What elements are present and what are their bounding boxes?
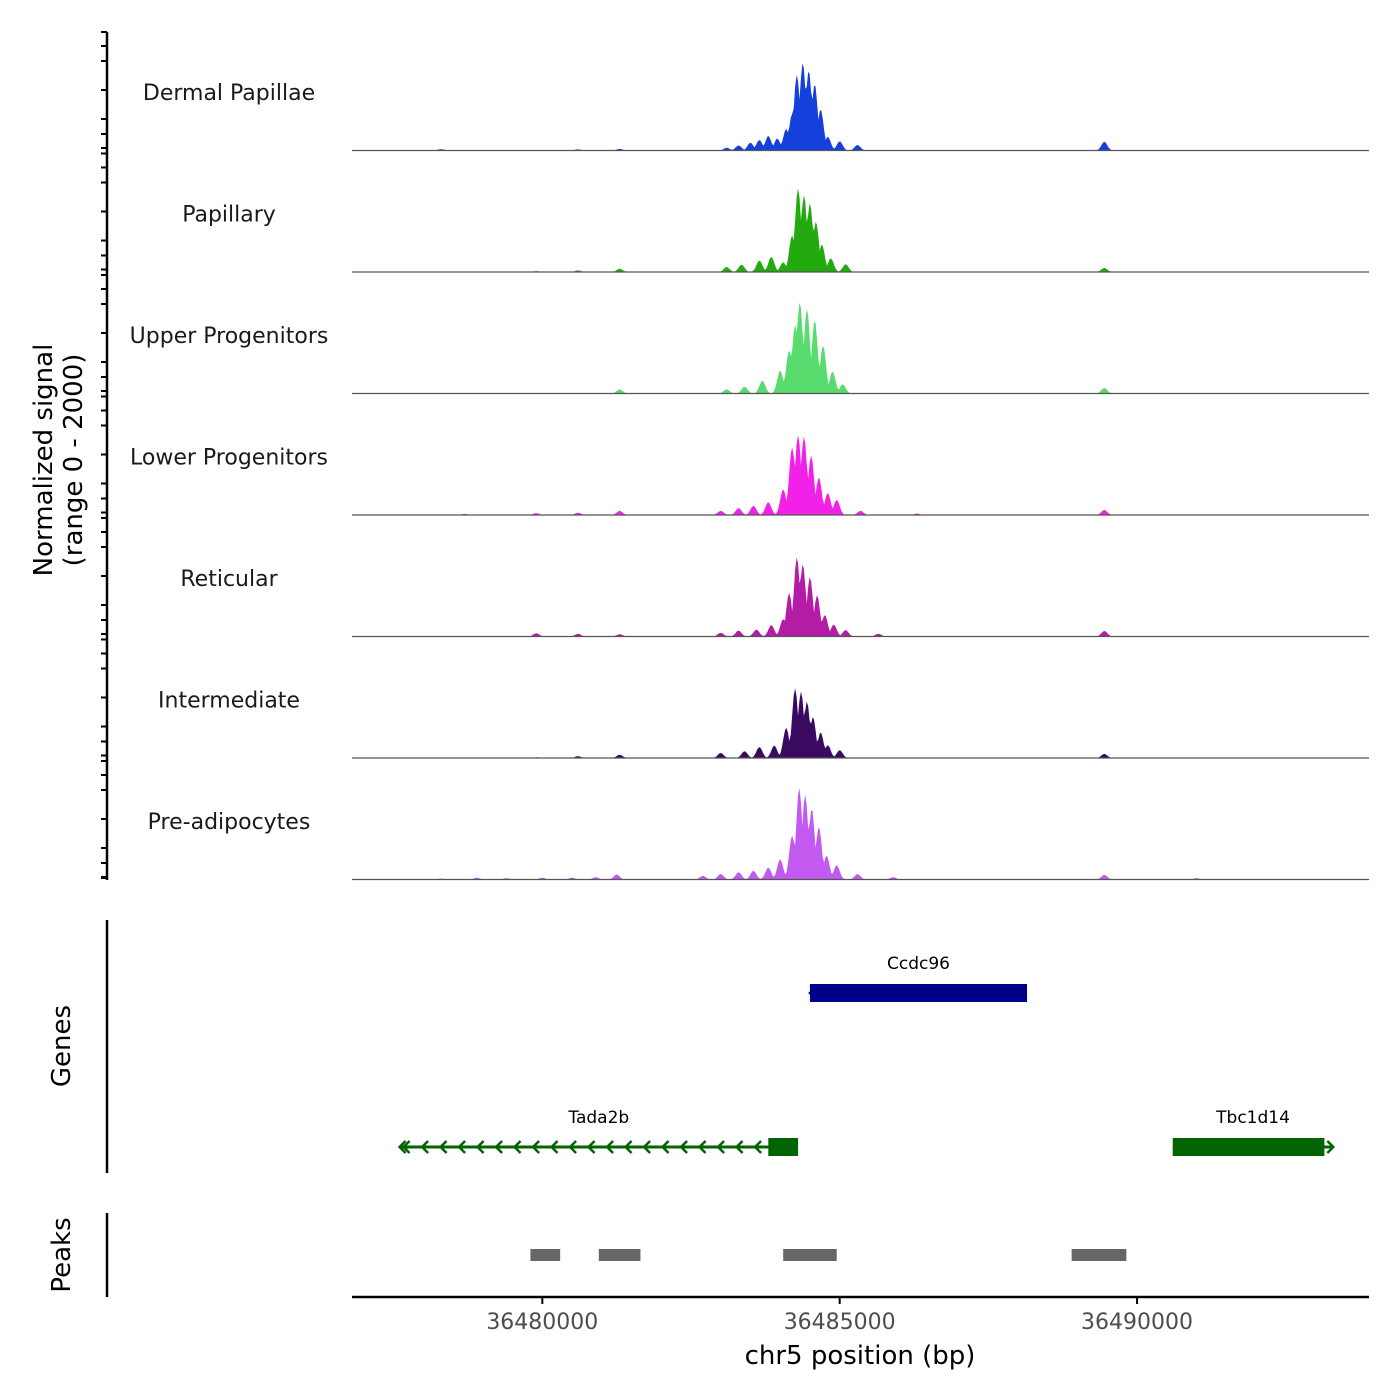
strand-chevron (568, 1140, 577, 1154)
strand-chevron (397, 1140, 407, 1154)
strand-chevron (420, 1140, 429, 1154)
strand-chevron (660, 1140, 670, 1154)
track-lower-progenitors: Lower Progenitors (130, 434, 1369, 516)
track-label: Intermediate (158, 689, 300, 714)
strand-chevron (679, 1140, 688, 1154)
genes-panel-label: Genes (47, 1005, 77, 1087)
peak-region (530, 1249, 561, 1261)
gene-ccdc96: Ccdc96 (808, 954, 1028, 1002)
track-label: Dermal Papillae (143, 81, 315, 106)
track-label: Reticular (180, 567, 278, 592)
x-axis-title: chr5 position (bp) (745, 1341, 976, 1371)
strand-chevron (549, 1140, 559, 1154)
strand-chevron (605, 1140, 614, 1154)
signal-area (352, 188, 1369, 272)
gene-tada2b: Tada2b (397, 1108, 799, 1156)
x-tick-label: 36485000 (784, 1310, 896, 1335)
gene-label: Tada2b (567, 1108, 629, 1128)
strand-chevron (494, 1140, 503, 1154)
strand-chevron (697, 1140, 707, 1154)
strand-chevron (512, 1140, 522, 1154)
peak-region (783, 1249, 837, 1261)
track-pre-adipocytes: Pre-adipocytes (148, 788, 1369, 881)
peak-regions (530, 1249, 1127, 1261)
gene-label: Tbc1d14 (1215, 1108, 1290, 1128)
track-label: Papillary (182, 203, 276, 228)
strand-chevron (438, 1140, 448, 1154)
x-tick-label: 36480000 (486, 1310, 598, 1335)
gene-annotations: Ccdc96 Tada2b Tbc1d14 (397, 954, 1336, 1156)
x-tick-label: 36490000 (1081, 1310, 1193, 1335)
track-dermal-papillae: Dermal Papillae (143, 63, 1369, 152)
strand-chevron (457, 1140, 466, 1154)
strand-chevron (475, 1140, 485, 1154)
track-intermediate: Intermediate (158, 688, 1369, 759)
track-label: Lower Progenitors (130, 446, 328, 471)
gene-tbc1d14: Tbc1d14 (1172, 1108, 1336, 1156)
signal-area (352, 302, 1369, 394)
strand-chevron (401, 1140, 411, 1154)
track-upper-progenitors: Upper Progenitors (130, 302, 1369, 395)
strand-chevron (734, 1140, 744, 1154)
gene-exon-block (1172, 1138, 1325, 1156)
peak-region (598, 1249, 641, 1261)
track-reticular: Reticular (180, 557, 1369, 638)
x-axis-ticks: 36480000 36485000 36490000 (486, 1297, 1193, 1335)
signal-y-ticks (101, 31, 107, 879)
strand-chevron (531, 1140, 540, 1154)
strand-chevron (808, 986, 817, 1000)
track-label: Upper Progenitors (130, 324, 329, 349)
peaks-panel-label: Peaks (47, 1217, 77, 1292)
gene-label: Ccdc96 (887, 954, 950, 974)
signal-area (352, 63, 1369, 151)
gene-exon-block (809, 984, 1028, 1002)
track-papillary: Papillary (182, 188, 1369, 273)
peak-region (1071, 1249, 1127, 1261)
signal-area (352, 788, 1369, 880)
signal-area (352, 434, 1369, 515)
strand-chevron (753, 1140, 762, 1154)
strand-chevron (642, 1140, 651, 1154)
signal-tracks: Dermal Papillae Papillary Upper Progenitor… (130, 63, 1369, 881)
strand-chevron (1326, 1140, 1336, 1154)
track-label: Pre-adipocytes (148, 810, 311, 835)
y-axis-subtitle: (range 0 - 2000) (59, 354, 89, 567)
gene-exon-block (768, 1138, 799, 1156)
signal-area (352, 557, 1369, 637)
strand-chevron (716, 1140, 725, 1154)
y-axis-title: Normalized signal (29, 344, 59, 577)
strand-chevron (623, 1140, 633, 1154)
signal-area (352, 688, 1369, 758)
strand-chevron (586, 1140, 596, 1154)
